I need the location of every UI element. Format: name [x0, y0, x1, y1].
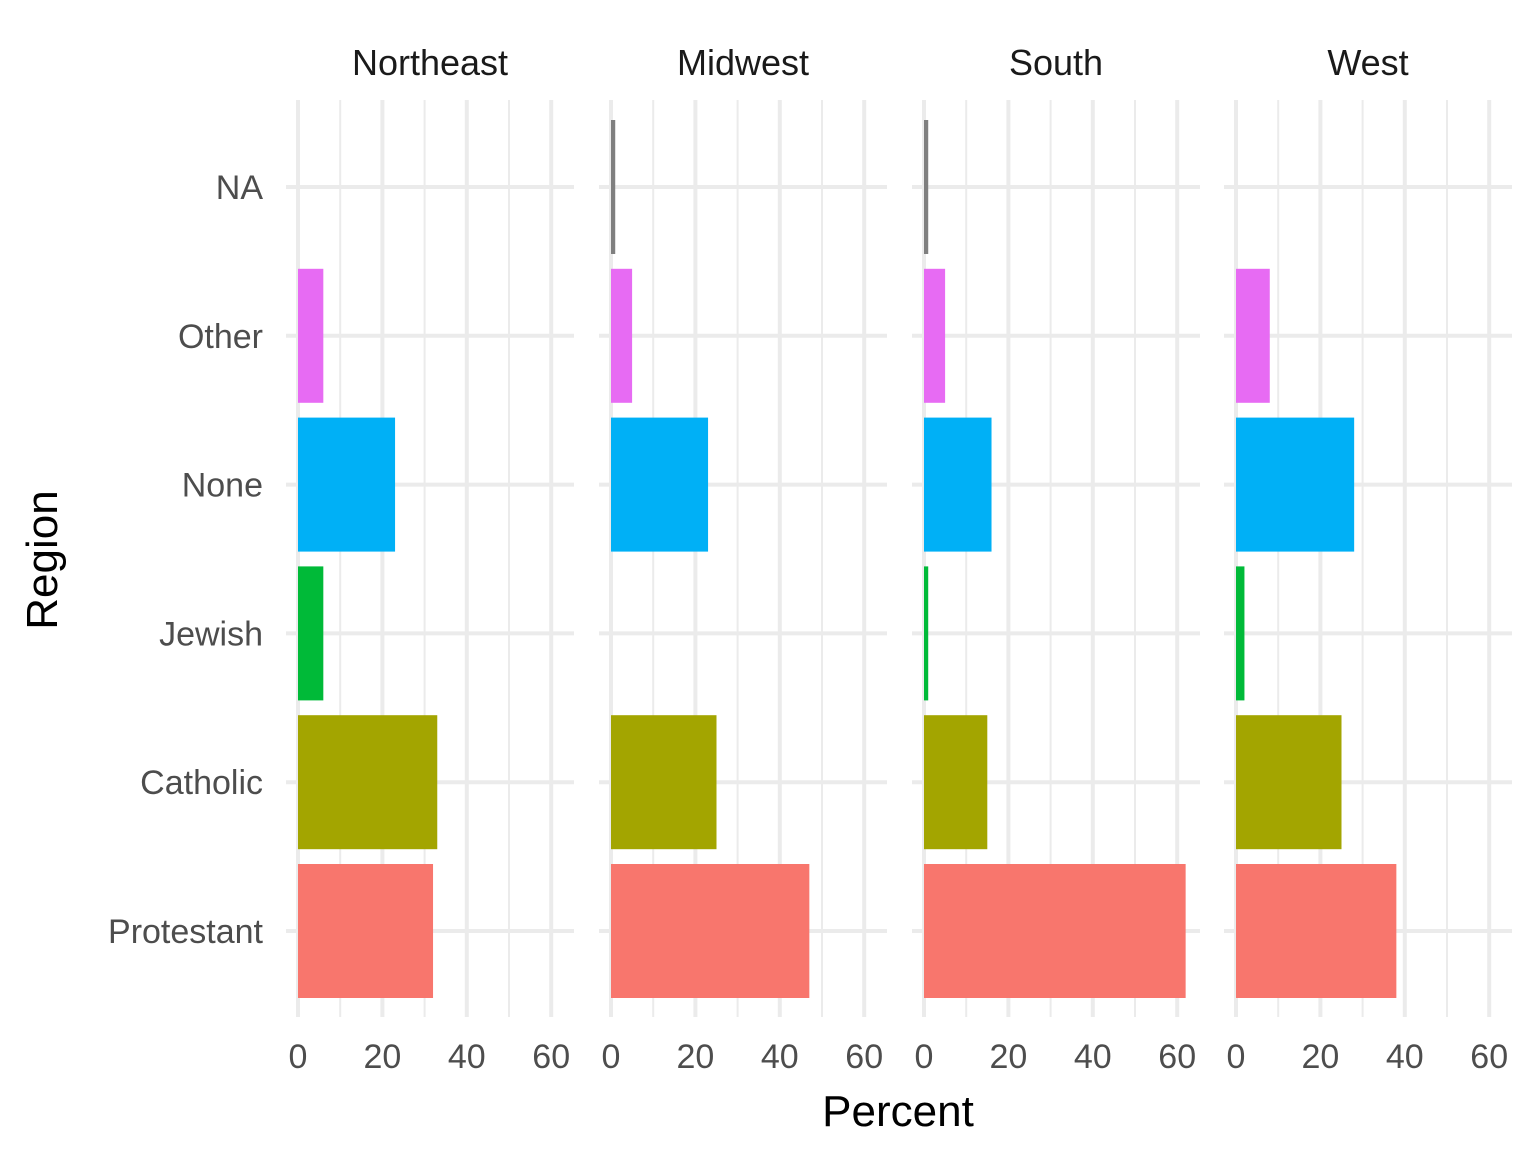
bar-midwest-na — [611, 120, 616, 254]
x-tick-label: 60 — [1158, 1038, 1196, 1076]
label-layer: Northeast 0 20 40 60 Midwest 0 20 40 60 South 0 20 40… — [108, 42, 1508, 1076]
bar-west-catholic — [1236, 715, 1342, 850]
y-tick-label-none: None — [182, 467, 263, 505]
x-tick-label: 20 — [676, 1038, 714, 1076]
bar-west-other — [1236, 268, 1270, 403]
facet-label-south: South — [1009, 42, 1103, 83]
x-tick-label: 40 — [448, 1038, 486, 1076]
bar-south-other — [924, 268, 946, 403]
y-tick-label-jewish: Jewish — [159, 615, 263, 653]
bar-south-na — [924, 120, 929, 254]
x-tick-label: 40 — [1074, 1038, 1112, 1076]
x-tick-label: 60 — [532, 1038, 570, 1076]
bar-south-protestant — [924, 864, 1186, 998]
x-tick-label: 40 — [761, 1038, 799, 1076]
bar-northeast-other — [298, 268, 324, 403]
x-tick-label: 20 — [989, 1038, 1027, 1076]
facet-label-west: West — [1327, 42, 1408, 83]
facet-label-northeast: Northeast — [352, 42, 508, 83]
x-tick-label: 0 — [289, 1038, 308, 1076]
x-tick-label: 20 — [1301, 1038, 1339, 1076]
bar-west-protestant — [1236, 864, 1397, 998]
x-tick-label: 60 — [845, 1038, 883, 1076]
x-tick-label: 60 — [1470, 1038, 1508, 1076]
bar-northeast-catholic — [298, 715, 438, 850]
bar-south-catholic — [924, 715, 988, 850]
facet-label-midwest: Midwest — [677, 42, 809, 83]
bar-midwest-protestant — [611, 864, 810, 998]
bar-south-none — [924, 417, 992, 552]
bar-south-jewish — [924, 566, 929, 701]
bar-layer — [298, 120, 1397, 998]
y-tick-label-protestant: Protestant — [108, 913, 264, 951]
y-tick-label-other: Other — [178, 318, 263, 356]
bar-northeast-protestant — [298, 864, 434, 998]
bar-midwest-catholic — [611, 715, 717, 850]
x-tick-label: 0 — [1227, 1038, 1246, 1076]
x-tick-label: 20 — [363, 1038, 401, 1076]
bar-northeast-jewish — [298, 566, 324, 701]
y-tick-label-na: NA — [216, 169, 264, 207]
bar-midwest-none — [611, 417, 709, 552]
y-axis-title: Region — [18, 490, 67, 629]
bar-midwest-other — [611, 268, 633, 403]
bar-west-jewish — [1236, 566, 1245, 701]
y-tick-label-catholic: Catholic — [140, 764, 263, 802]
bar-west-none — [1236, 417, 1355, 552]
bar-northeast-none — [298, 417, 396, 552]
x-tick-label: 0 — [915, 1038, 934, 1076]
x-tick-label: 40 — [1386, 1038, 1424, 1076]
x-axis-title: Percent — [822, 1087, 974, 1136]
x-tick-label: 0 — [602, 1038, 621, 1076]
